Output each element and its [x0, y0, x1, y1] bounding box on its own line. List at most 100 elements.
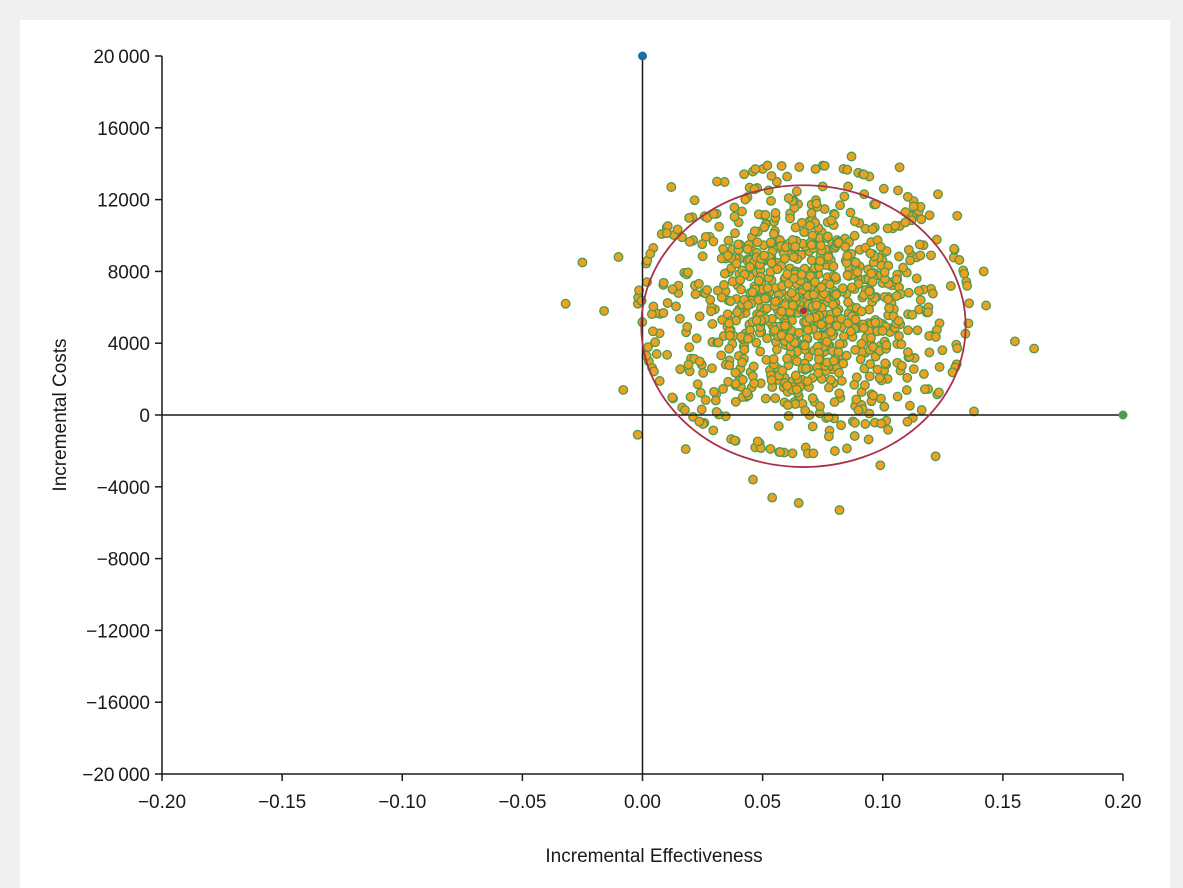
- scatter-point: [842, 270, 853, 281]
- scatter-point: [816, 282, 827, 293]
- scatter-point: [770, 393, 781, 404]
- scatter-point: [719, 268, 730, 279]
- x-tick-label: −0.20: [138, 792, 186, 813]
- scatter-point: [894, 162, 905, 173]
- scatter-point: [811, 300, 822, 311]
- scatter-point: [762, 333, 772, 344]
- scatter-point: [834, 339, 845, 349]
- scatter-point: [775, 447, 786, 458]
- scatter-point: [907, 309, 918, 320]
- scatter-point: [747, 287, 758, 298]
- scatter-point: [808, 448, 819, 459]
- scatter-point: [830, 272, 841, 283]
- scatter-point: [682, 321, 693, 332]
- scatter-point: [810, 164, 821, 175]
- scatter-point: [696, 404, 707, 415]
- x-tick-label: −0.05: [498, 792, 546, 813]
- scatter-point: [845, 207, 856, 218]
- scatter-point: [853, 405, 864, 416]
- scatter-point: [654, 376, 665, 386]
- scatter-point: [741, 387, 752, 398]
- scatter-point: [730, 396, 741, 407]
- scatter-point: [791, 186, 802, 197]
- scatter-point: [883, 424, 894, 435]
- scatter-point: [893, 185, 903, 196]
- scatter-point: [864, 286, 875, 297]
- x-tick-label: 0.15: [984, 792, 1021, 813]
- scatter-point: [831, 320, 842, 331]
- scatter-point: [849, 431, 860, 441]
- scatter-point: [733, 239, 744, 250]
- scatter-point: [903, 244, 914, 255]
- scatter-point: [766, 375, 777, 385]
- scatter-point: [911, 273, 922, 284]
- scatter-point: [856, 338, 867, 349]
- scatter-point: [915, 295, 926, 305]
- scatter-point: [739, 344, 750, 355]
- scatter-point: [782, 400, 793, 411]
- scatter-point: [905, 255, 916, 266]
- scatter-point: [901, 385, 912, 396]
- scatter-point: [796, 217, 807, 228]
- scatter-point: [667, 392, 678, 403]
- x-tick-label: 0.05: [744, 792, 781, 813]
- scatter-point: [831, 306, 842, 317]
- scatter-point: [618, 384, 629, 395]
- scatter-point: [823, 431, 834, 442]
- y-tick-label: 20 000: [93, 47, 150, 68]
- scatter-point: [694, 356, 705, 367]
- scatter-point: [735, 275, 746, 286]
- scatter-point: [881, 340, 892, 351]
- scatter-point: [825, 326, 836, 337]
- scatter-point: [842, 250, 853, 261]
- scatter-point: [707, 363, 717, 374]
- scatter-point: [732, 307, 743, 318]
- scatter-point: [808, 289, 819, 300]
- scatter-point: [718, 244, 729, 254]
- scatter-point: [859, 380, 870, 391]
- scatter-point: [806, 255, 817, 266]
- scatter-point: [766, 258, 777, 268]
- scatter-point: [782, 269, 793, 279]
- scatter-point: [725, 296, 736, 307]
- scatter-point: [924, 210, 935, 221]
- scatter-point: [772, 264, 783, 275]
- scatter-point: [766, 170, 777, 181]
- scatter-point: [782, 380, 793, 391]
- scatter-point: [926, 250, 936, 261]
- scatter-point: [962, 280, 973, 291]
- scatter-point: [834, 388, 845, 399]
- scatter-point: [876, 418, 887, 429]
- scatter-point: [697, 239, 708, 250]
- scatter-point: [978, 266, 989, 277]
- scatter-point: [724, 330, 735, 341]
- scatter-point: [843, 297, 853, 308]
- x-tick-label: 0.00: [624, 792, 661, 813]
- scatter-point: [804, 313, 815, 324]
- scatter-point: [803, 324, 813, 335]
- scatter-point: [896, 360, 907, 371]
- scatter-point: [842, 164, 853, 175]
- scatter-point: [879, 267, 890, 278]
- scatter-point: [867, 276, 878, 287]
- scatter-point: [805, 220, 816, 231]
- confidence-ellipse: [640, 184, 967, 468]
- scatter-point: [658, 277, 669, 288]
- scatter-point: [837, 283, 848, 294]
- scatter-point: [834, 505, 845, 516]
- scatter-point: [794, 327, 804, 338]
- scatter-point: [864, 371, 875, 382]
- scatter-point: [742, 244, 753, 255]
- y-tick-label: −20 000: [82, 765, 150, 786]
- scatter-point: [651, 349, 662, 359]
- y-tick-label: −12000: [86, 621, 150, 642]
- mean-point: [799, 307, 807, 315]
- scatter-point: [776, 160, 787, 171]
- scatter-point: [737, 357, 748, 368]
- scatter-point: [890, 220, 901, 231]
- scatter-point: [632, 429, 643, 440]
- scatter-point: [898, 262, 909, 273]
- scatter-point: [716, 292, 727, 303]
- scatter-point: [912, 325, 923, 336]
- scatter-point: [713, 337, 724, 348]
